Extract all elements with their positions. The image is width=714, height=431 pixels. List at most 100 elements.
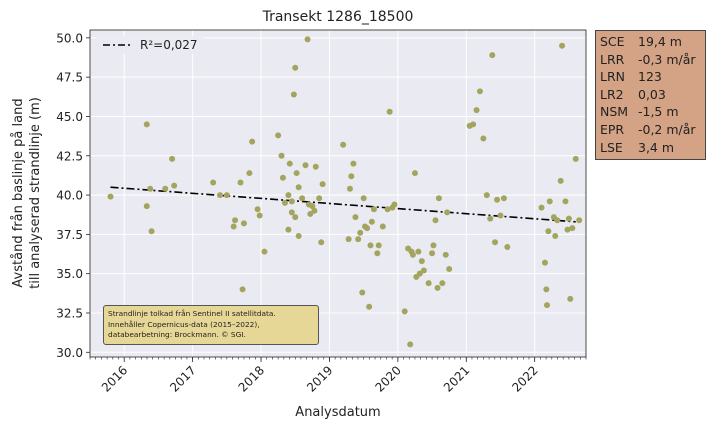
data-point (290, 91, 297, 98)
data-point (546, 198, 553, 205)
stat-row-sce: SCE 19,4 m (600, 33, 701, 51)
data-point (359, 289, 366, 296)
legend-label: R²=0,027 (140, 38, 198, 52)
data-point (368, 218, 375, 225)
data-point (350, 160, 357, 167)
stat-value: 19,4 m (638, 34, 682, 49)
data-point (409, 251, 416, 258)
stat-key: LR2 (600, 86, 624, 102)
data-point (254, 206, 261, 213)
data-point (169, 155, 176, 162)
stat-key: LRR (600, 51, 625, 67)
data-point (557, 177, 564, 184)
stat-row-epr: EPR -0,2 m/år (600, 121, 701, 139)
data-point (355, 236, 362, 243)
data-point (352, 214, 359, 221)
chart-title: Transekt 1286_18500 (262, 9, 414, 25)
data-point (285, 226, 292, 233)
data-point (554, 217, 561, 224)
data-point (171, 182, 178, 189)
stat-value: 0,03 (638, 86, 666, 102)
data-point (293, 170, 300, 177)
data-point (162, 185, 169, 192)
data-point (565, 215, 572, 222)
x-tick-label: 2016 (99, 363, 130, 394)
stat-value: -0,3 m/år (638, 51, 696, 67)
data-point (489, 52, 496, 59)
data-point (340, 141, 347, 148)
data-point (278, 152, 285, 159)
data-point (429, 250, 436, 257)
x-tick-label: 2022 (509, 363, 540, 394)
data-point (366, 303, 373, 310)
stat-row-lr2: LR2 0,03 (600, 86, 701, 104)
y-tick-label: 45.0 (56, 110, 83, 124)
data-point (223, 192, 230, 199)
data-point (107, 193, 114, 200)
data-point (576, 217, 583, 224)
trend-line-swatch (103, 44, 133, 46)
data-point (483, 192, 490, 199)
x-axis-ticks: 2016 2017 2018 2019 2020 2021 2022 (89, 357, 587, 395)
stat-value: -0,2 m/år (638, 121, 696, 137)
data-point (239, 286, 246, 293)
stat-key: EPR (600, 121, 625, 137)
stat-value: 3,4 m (638, 139, 675, 155)
data-point (435, 195, 442, 202)
data-point (143, 121, 150, 128)
data-point (444, 209, 451, 216)
y-axis-label-line1: Avstånd från baslinje på land (11, 98, 26, 287)
data-point (416, 270, 423, 277)
data-point (360, 195, 367, 202)
stat-row-lse: LSE 3,4 m (600, 139, 701, 157)
x-tick-label: 2017 (167, 363, 198, 394)
data-point (391, 201, 398, 208)
data-point (384, 206, 391, 213)
data-point (230, 223, 237, 230)
stat-key: SCE (600, 34, 625, 49)
data-point (425, 280, 432, 287)
stat-key: LSE (600, 139, 623, 155)
stat-row-lrr: LRR -0,3 m/år (600, 51, 701, 69)
data-point (346, 185, 353, 192)
y-axis-label-line2: till analyserad strandlinje (m) (28, 97, 43, 289)
y-tick-label: 37.5 (56, 228, 83, 242)
x-axis-label: Analysdatum (295, 405, 380, 420)
data-point (309, 203, 316, 210)
stat-row-lrn: LRN 123 (600, 68, 701, 86)
data-point (370, 206, 377, 213)
data-point (311, 207, 318, 214)
data-point (386, 108, 393, 115)
data-point (279, 174, 286, 181)
data-point (559, 42, 566, 49)
data-point (476, 88, 483, 95)
data-point (564, 226, 571, 233)
data-points (107, 36, 583, 348)
data-point (281, 199, 288, 206)
legend: R²=0,027 (96, 36, 204, 54)
data-point (237, 179, 244, 186)
data-point (285, 192, 292, 199)
stat-row-nsm: NSM -1,5 m (600, 103, 701, 121)
source-note: Strandlinje tolkad från Sentinel II sate… (103, 305, 319, 345)
data-point (572, 155, 579, 162)
data-point (567, 295, 574, 302)
data-point (256, 212, 263, 219)
data-point (319, 181, 326, 188)
data-point (367, 242, 374, 249)
data-point (432, 217, 439, 224)
data-point (345, 236, 352, 243)
y-tick-label: 32.5 (56, 306, 83, 320)
data-point (439, 280, 446, 287)
data-point (292, 214, 299, 221)
data-point (552, 232, 559, 239)
data-point (446, 265, 453, 272)
data-point (487, 215, 494, 222)
y-tick-label: 42.5 (56, 149, 83, 163)
data-point (494, 196, 501, 203)
data-point (295, 232, 302, 239)
data-point (418, 258, 425, 265)
data-point (562, 198, 569, 205)
data-point (415, 248, 422, 255)
data-point (275, 132, 282, 139)
